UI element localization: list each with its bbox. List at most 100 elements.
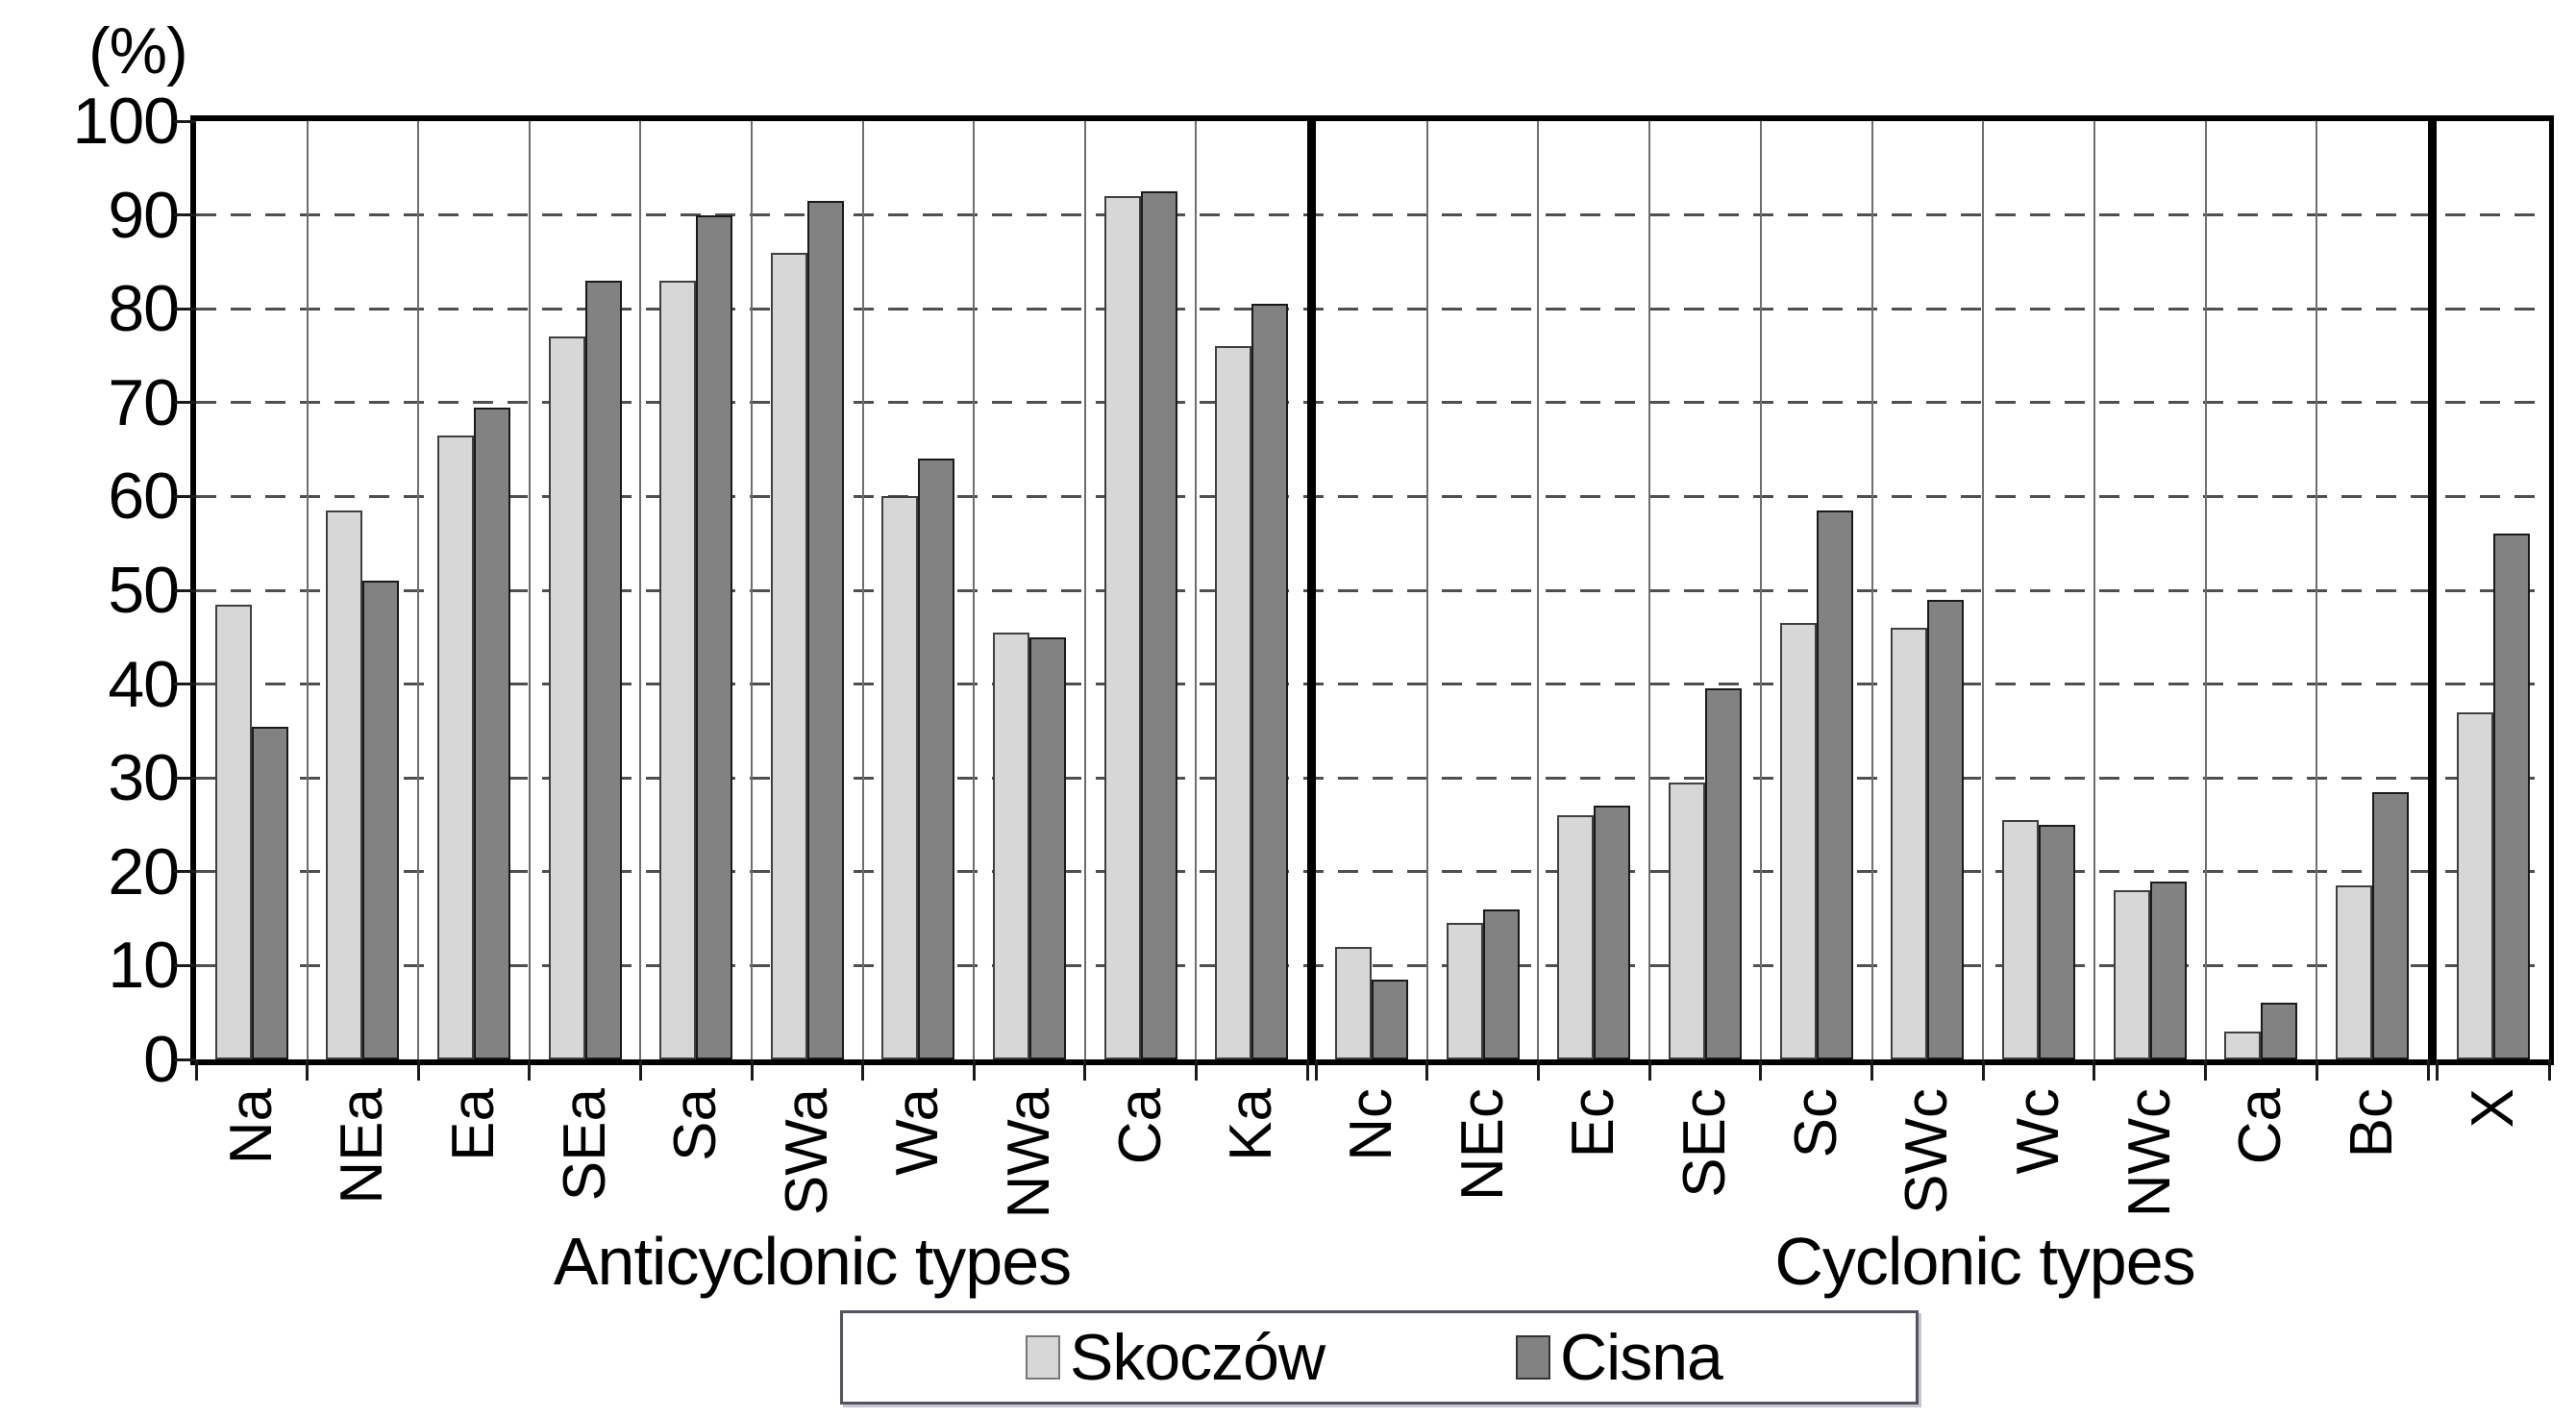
x-tick-mark [1425, 1059, 1429, 1081]
bar-cisna-SWc [1927, 599, 1965, 1059]
bar-skoczów-Ca [2224, 1031, 2262, 1059]
x-tick-mark [1981, 1059, 1985, 1081]
legend-item-cisna: Cisna [1516, 1313, 1723, 1402]
bar-cisna-Na [251, 726, 288, 1059]
y-tick-mark [174, 870, 196, 874]
bar-skoczów-Wa [881, 496, 919, 1059]
category-label: NEa [329, 1088, 396, 1205]
bar-cisna-Ca [1140, 191, 1177, 1059]
x-tick-mark [2435, 1059, 2439, 1081]
y-tick-label: 0 [143, 1023, 180, 1096]
bar-cisna-X [2492, 534, 2530, 1059]
plot-right-border [2549, 115, 2554, 1065]
y-tick-label: 90 [108, 178, 180, 252]
bar-skoczów-Wc [2002, 820, 2040, 1059]
category-boundary-gridline [1648, 121, 1651, 1059]
y-tick-label: 50 [108, 554, 180, 627]
x-tick-mark [1305, 1059, 1309, 1081]
y-tick-label: 60 [108, 460, 180, 534]
category-label: Ca [1106, 1088, 1174, 1165]
x-tick-mark [2093, 1059, 2096, 1081]
y-axis-unit-label: (%) [88, 14, 188, 87]
bar-skoczów-Ca [1103, 196, 1141, 1059]
legend-item-skoczow: Skoczów [1026, 1313, 1325, 1402]
category-label: Ca [2227, 1088, 2294, 1165]
bar-cisna-Sa [696, 214, 733, 1059]
category-label: NWc [2116, 1088, 2183, 1218]
category-label: SEc [1671, 1088, 1738, 1198]
category-label: NWa [996, 1088, 1062, 1219]
category-label: SWa [773, 1088, 840, 1216]
y-gridline [196, 307, 2549, 311]
legend: Skoczów Cisna [840, 1310, 1919, 1405]
y-tick-mark [174, 494, 196, 498]
y-tick-mark [174, 213, 196, 217]
y-gridline [196, 494, 2549, 498]
category-boundary-gridline [306, 121, 309, 1059]
x-tick-mark [638, 1059, 642, 1081]
bar-cisna-Ca [2261, 1003, 2298, 1059]
y-tick-mark [174, 963, 196, 967]
x-tick-mark [2315, 1059, 2318, 1081]
category-label: SEa [551, 1088, 618, 1202]
category-boundary-gridline [1083, 121, 1086, 1059]
x-tick-mark [194, 1059, 198, 1081]
x-tick-mark [1536, 1059, 1540, 1081]
y-tick-label: 20 [108, 834, 180, 908]
section-divider [2428, 121, 2437, 1059]
x-tick-mark [306, 1059, 310, 1081]
x-tick-mark [750, 1059, 754, 1081]
x-tick-mark [1759, 1059, 1763, 1081]
category-label: Ec [1560, 1088, 1627, 1158]
axis-label-cyclonic: Cyclonic types [1774, 1224, 2195, 1299]
y-gridline [196, 401, 2549, 405]
y-gridline [196, 776, 2549, 780]
bar-skoczów-NWa [993, 632, 1029, 1059]
bar-cisna-SWa [806, 200, 844, 1059]
category-label: Ea [440, 1088, 507, 1161]
bar-cisna-NEc [1482, 908, 1520, 1059]
x-tick-mark [2426, 1059, 2430, 1081]
x-tick-mark [1194, 1059, 1198, 1081]
bar-cisna-Wc [2039, 825, 2076, 1059]
bar-skoczów-Ec [1557, 815, 1595, 1059]
category-boundary-gridline [1870, 121, 1873, 1059]
x-tick-mark [528, 1059, 532, 1081]
y-gridline [196, 213, 2549, 217]
x-tick-mark [2204, 1059, 2208, 1081]
axis-label-anticyclonic: Anticyclonic types [553, 1224, 1072, 1299]
bar-cisna-Wa [918, 459, 955, 1059]
category-label: Wc [2005, 1088, 2072, 1175]
category-label: Nc [1337, 1088, 1404, 1161]
x-tick-mark [2547, 1059, 2551, 1081]
category-boundary-gridline [861, 121, 864, 1059]
category-label: Wa [884, 1088, 952, 1176]
y-tick-mark [174, 588, 196, 592]
category-boundary-gridline [1982, 121, 1985, 1059]
bar-cisna-Ka [1251, 304, 1289, 1059]
bar-skoczów-NWc [2113, 890, 2150, 1059]
category-label: Bc [2339, 1088, 2406, 1158]
bar-cisna-Bc [2372, 791, 2410, 1059]
x-tick-mark [861, 1059, 865, 1081]
bar-skoczów-Sa [659, 280, 697, 1059]
y-tick-mark [174, 401, 196, 405]
plot-area [174, 119, 2551, 1081]
y-tick-mark [174, 776, 196, 780]
category-label: Sc [1782, 1088, 1849, 1158]
category-boundary-gridline [2204, 121, 2207, 1059]
bar-cisna-SEa [584, 280, 622, 1059]
category-label: NEc [1449, 1088, 1516, 1202]
bar-cisna-NWa [1029, 636, 1066, 1059]
x-tick-mark [1647, 1059, 1651, 1081]
section-divider [1307, 121, 1316, 1059]
y-tick-mark [174, 1057, 196, 1061]
plot-top-border [190, 115, 2554, 121]
x-axis-line [190, 1059, 2554, 1065]
bar-skoczów-Sc [1779, 623, 1817, 1059]
category-label: Na [217, 1088, 285, 1165]
bar-skoczów-Bc [2336, 885, 2373, 1059]
bar-skoczów-Na [214, 604, 252, 1059]
y-tick-label: 40 [108, 647, 180, 721]
legend-label-cisna: Cisna [1560, 1321, 1723, 1394]
